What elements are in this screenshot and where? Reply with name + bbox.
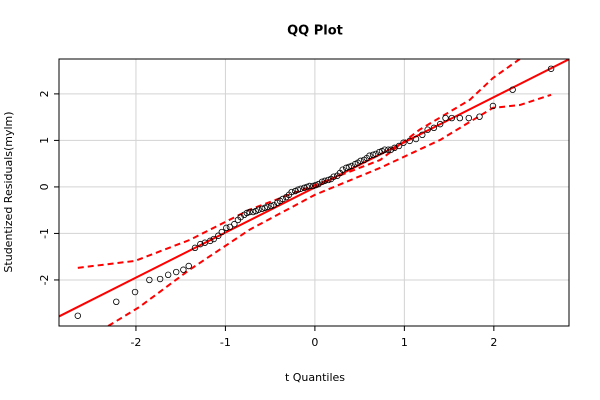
point <box>294 186 302 193</box>
point <box>74 312 81 319</box>
y-tick-label: -1 <box>38 228 51 239</box>
point <box>419 131 426 139</box>
point <box>191 244 199 252</box>
point <box>303 183 311 191</box>
x-tick-label: 0 <box>311 336 318 349</box>
y-tick-label: 0 <box>38 183 51 190</box>
point <box>321 177 328 185</box>
point <box>210 235 217 243</box>
y-tick-label: 1 <box>38 137 51 144</box>
point <box>395 142 403 150</box>
point <box>357 157 364 165</box>
point <box>312 181 319 189</box>
x-tick-label: 1 <box>401 336 408 349</box>
x-tick-label: -2 <box>130 336 141 349</box>
point <box>267 202 275 210</box>
point <box>489 102 497 110</box>
point <box>180 266 187 273</box>
confidence-lower <box>107 93 552 326</box>
point <box>164 271 172 279</box>
point <box>218 228 226 236</box>
point <box>146 276 153 284</box>
x-tick-label: -1 <box>220 336 231 349</box>
point <box>264 203 271 211</box>
point <box>207 237 214 245</box>
reference-line <box>59 59 569 318</box>
point <box>369 151 377 159</box>
chart-title: QQ Plot <box>287 24 343 39</box>
point <box>223 224 230 232</box>
point <box>249 208 257 216</box>
point <box>279 195 286 203</box>
point <box>376 148 383 156</box>
y-tick-label: 2 <box>38 90 51 97</box>
point <box>436 120 444 128</box>
point <box>330 173 337 180</box>
point <box>430 124 438 132</box>
point <box>215 232 222 239</box>
point <box>243 209 251 217</box>
confidence-upper <box>77 59 521 269</box>
point <box>318 178 326 186</box>
point <box>448 114 455 122</box>
plot-frame <box>58 58 570 327</box>
point <box>339 166 346 173</box>
point <box>400 139 407 146</box>
point <box>297 185 304 192</box>
point <box>173 268 180 276</box>
point <box>345 163 353 171</box>
point <box>156 275 164 283</box>
x-tick-label: 2 <box>490 336 497 349</box>
y-tick-label: -2 <box>38 274 51 285</box>
point <box>306 182 313 190</box>
point <box>509 86 516 93</box>
point <box>348 162 355 170</box>
point <box>547 65 555 72</box>
point <box>366 152 373 159</box>
y-axis-label: Studentized Residuals(mylm) <box>2 111 15 272</box>
point <box>246 208 253 216</box>
grid <box>59 59 569 326</box>
point <box>131 288 139 296</box>
point <box>406 137 413 145</box>
point <box>197 240 204 248</box>
point <box>372 150 379 158</box>
point <box>261 204 268 212</box>
x-axis-label: t Quantiles <box>285 371 345 384</box>
point <box>456 114 464 122</box>
point <box>185 262 192 270</box>
point <box>325 176 332 184</box>
point <box>381 146 388 153</box>
point <box>424 126 431 133</box>
point <box>113 298 120 306</box>
point <box>465 114 472 122</box>
point <box>476 113 483 120</box>
point <box>231 220 238 228</box>
point <box>385 146 392 153</box>
point <box>387 146 395 153</box>
point <box>288 188 295 196</box>
point <box>391 144 398 152</box>
point <box>412 135 420 143</box>
point <box>442 114 449 122</box>
point <box>255 206 262 213</box>
point <box>226 223 234 231</box>
plot-area <box>59 59 569 326</box>
